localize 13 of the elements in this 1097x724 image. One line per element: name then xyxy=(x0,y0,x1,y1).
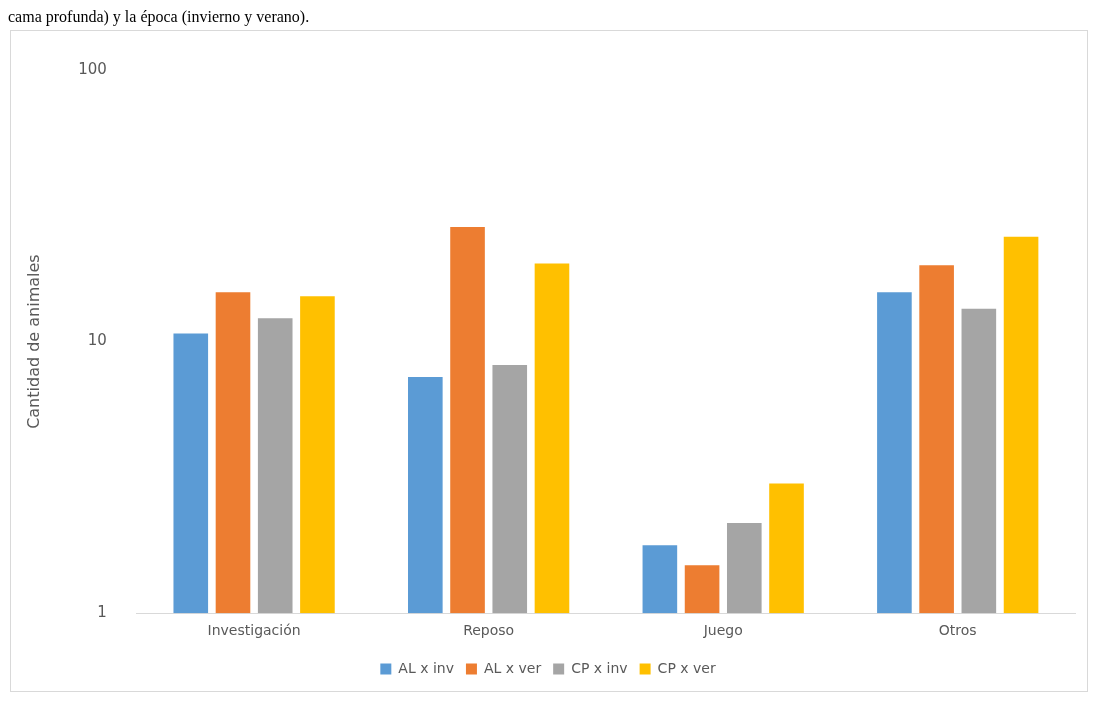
y-axis-title: Cantidad de animales xyxy=(23,254,43,429)
legend-label: CP x ver xyxy=(657,659,716,676)
x-tick-label: Otros xyxy=(938,622,977,639)
x-tick-label: Reposo xyxy=(463,622,515,639)
y-tick-label: 100 xyxy=(78,59,107,78)
y-tick-label: 10 xyxy=(87,331,107,350)
legend-label: AL x ver xyxy=(483,659,542,676)
x-tick-label: Juego xyxy=(702,622,743,639)
x-tick-label: Investigación xyxy=(207,622,301,639)
legend-label: CP x inv xyxy=(571,659,628,676)
legend-label: AL x inv xyxy=(398,659,454,676)
y-tick-label: 1 xyxy=(97,603,107,622)
text: cama profunda) y la época (invierno y verano). xyxy=(8,8,311,26)
